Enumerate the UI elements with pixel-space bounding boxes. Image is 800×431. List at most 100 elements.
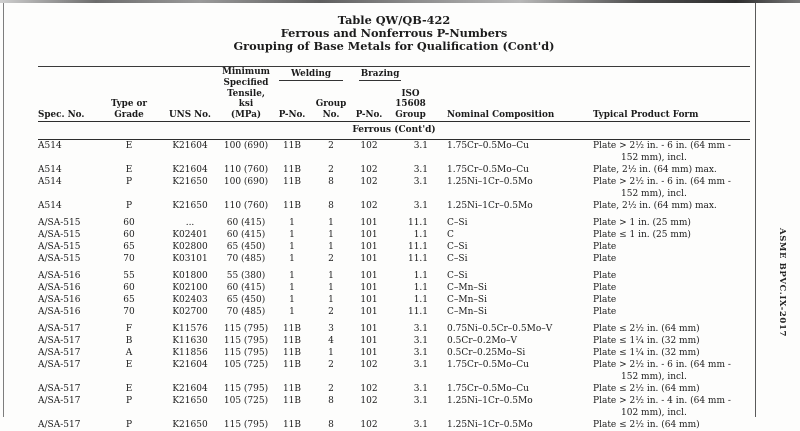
- header-typical-product-form: Typical Product Form: [593, 67, 751, 122]
- cell-welding-pno: 11B: [282, 335, 302, 346]
- cell-type-or-grade: 60: [123, 229, 135, 240]
- cell-uns-no: K21650: [172, 419, 208, 430]
- table-row: A/SA-515 70 K03101 70 (485) 1 2 101 11.1 C–Si Pla…: [38, 253, 750, 265]
- cell-min-tensile: 110 (760): [223, 200, 269, 211]
- cell-nominal-composition: 1.75Cr–0.5Mo–Cu: [447, 164, 529, 175]
- cell-welding-pno: 11B: [282, 176, 302, 187]
- cell-brazing-pno: 101: [360, 282, 378, 293]
- cell-uns-no: K02800: [172, 241, 208, 252]
- cell-spec-no: A/SA-517: [38, 383, 81, 394]
- cell-brazing-pno: 101: [360, 217, 378, 228]
- p-numbers-table: Spec. No. Type or Grade UNS No. Minimum …: [38, 66, 751, 431]
- cell-typical-product-form: Plate ≤ 2½ in. (64 mm): [593, 383, 700, 394]
- cell-typical-product-form: Plate > 1 in. (25 mm): [593, 217, 691, 228]
- cell-min-tensile: 115 (795): [223, 335, 269, 346]
- cell-welding-pno: 11B: [282, 164, 302, 175]
- cell-uns-no: K21604: [172, 359, 208, 370]
- cell-nominal-composition: C–Mn–Si: [447, 282, 487, 293]
- cell-iso-group: 3.1: [413, 200, 429, 211]
- cell-brazing-pno: 101: [360, 306, 378, 317]
- cell-welding-group-no: 1: [328, 270, 334, 281]
- cell-welding-group-no: 8: [328, 200, 334, 211]
- header-welding-label: Welding: [279, 69, 344, 81]
- cell-type-or-grade: 60: [123, 282, 135, 293]
- header-uns-no: UNS No.: [160, 67, 220, 122]
- cell-brazing-pno: 101: [360, 294, 378, 305]
- cell-welding-pno: 11B: [282, 347, 302, 358]
- cell-welding-pno: 11B: [282, 383, 302, 394]
- table-row: A/SA-517 P K21650 105 (725) 11B 8 102 3.1 1.25Ni…: [38, 395, 750, 419]
- cell-welding-group-no: 8: [328, 176, 334, 187]
- cell-type-or-grade: B: [125, 335, 133, 346]
- cell-brazing-pno: 102: [360, 200, 378, 211]
- cell-brazing-pno: 102: [360, 140, 378, 151]
- cell-welding-pno: 1: [289, 294, 295, 305]
- cell-uns-no: ...: [185, 217, 195, 228]
- header-welding-pno: P-No.: [272, 88, 312, 122]
- cell-welding-pno: 11B: [282, 419, 302, 430]
- cell-spec-no: A/SA-515: [38, 241, 81, 252]
- cell-typical-product-form: Plate: [593, 282, 617, 293]
- cell-spec-no: A/SA-516: [38, 294, 81, 305]
- cell-nominal-composition: 1.25Ni–1Cr–0.5Mo: [447, 419, 533, 430]
- cell-brazing-pno: 102: [360, 359, 378, 370]
- cell-uns-no: K21650: [172, 395, 208, 406]
- cell-typical-product-form: Plate ≤ 2½ in. (64 mm): [593, 323, 700, 334]
- cell-min-tensile: 110 (760): [223, 164, 269, 175]
- cell-welding-pno: 1: [289, 282, 295, 293]
- cell-min-tensile: 55 (380): [226, 270, 266, 281]
- cell-welding-group-no: 2: [328, 306, 334, 317]
- cell-type-or-grade: E: [125, 383, 133, 394]
- cell-min-tensile: 100 (690): [223, 176, 269, 187]
- header-min-tensile: Minimum Specified Tensile, ksi (MPa): [220, 67, 272, 122]
- cell-uns-no: K02700: [172, 306, 208, 317]
- cell-spec-no: A/SA-516: [38, 270, 81, 281]
- cell-type-or-grade: P: [125, 200, 133, 211]
- page-left-border: [3, 3, 4, 417]
- header-min-tensile-line2: Specified: [223, 77, 269, 88]
- cell-typical-product-form: Plate ≤ 1¼ in. (32 mm): [593, 347, 700, 358]
- cell-typical-product-form: Plate ≤ 1¼ in. (32 mm): [593, 335, 700, 346]
- cell-welding-group-no: 8: [328, 419, 334, 430]
- cell-nominal-composition: 1.75Cr–0.5Mo–Cu: [447, 140, 529, 151]
- cell-nominal-composition: 1.25Ni–1Cr–0.5Mo: [447, 176, 533, 187]
- cell-brazing-pno: 101: [360, 335, 378, 346]
- cell-min-tensile: 105 (725): [223, 359, 269, 370]
- cell-welding-pno: 1: [289, 270, 295, 281]
- table-row: A514 E K21604 100 (690) 11B 2 102 3.1 1.75Cr–0.5…: [38, 140, 750, 164]
- cell-brazing-pno: 102: [360, 419, 378, 430]
- cell-typical-product-form: Plate: [593, 270, 617, 281]
- cell-welding-pno: 1: [289, 217, 295, 228]
- cell-typical-product-form: Plate: [593, 306, 617, 317]
- cell-iso-group: 3.1: [413, 419, 429, 430]
- table-row: A/SA-515 60... 60 (415) 1 1 101 11.1 C–Si Plate …: [38, 212, 750, 229]
- cell-welding-group-no: 4: [328, 335, 334, 346]
- cell-spec-no: A/SA-515: [38, 253, 81, 264]
- header-spec-no: Spec. No.: [38, 67, 98, 122]
- cell-type-or-grade: 65: [123, 241, 135, 252]
- cell-iso-group: 1.1: [413, 294, 429, 305]
- cell-brazing-pno: 102: [360, 383, 378, 394]
- cell-typical-product-form: Plate: [593, 253, 617, 264]
- cell-iso-group: 3.1: [413, 164, 429, 175]
- cell-welding-group-no: 2: [328, 140, 334, 151]
- table-row: A/SA-517 B K11630 115 (795) 11B 4 101 3.1 0.5Cr–…: [38, 335, 750, 347]
- cell-nominal-composition: 1.25Ni–1Cr–0.5Mo: [447, 395, 533, 406]
- cell-nominal-composition: 1.75Cr–0.5Mo–Cu: [447, 383, 529, 394]
- table-row: A/SA-517 A K11856 115 (795) 11B 1 101 3.1 0.5Cr–…: [38, 347, 750, 359]
- cell-uns-no: K02100: [172, 282, 208, 293]
- cell-typical-product-form: Plate ≤ 2½ in. (64 mm): [593, 419, 700, 430]
- table-row: A514 E K21604 110 (760) 11B 2 102 3.1 1.75Cr–0.5…: [38, 164, 750, 176]
- cell-type-or-grade: 60: [123, 217, 135, 228]
- table-title-block: Table QW/QB-422 Ferrous and Nonferrous P…: [38, 14, 750, 53]
- cell-uns-no: K02403: [172, 294, 208, 305]
- cell-brazing-pno: 101: [360, 253, 378, 264]
- header-min-tensile-line3: Tensile, ksi: [227, 88, 265, 110]
- cell-nominal-composition: C–Si: [447, 253, 468, 264]
- section-row-ferrous: Ferrous (Cont'd): [38, 122, 751, 140]
- header-iso-group: ISO 15608 Group: [388, 67, 434, 122]
- cell-nominal-composition: 0.5Cr–0.2Mo–V: [447, 335, 517, 346]
- cell-welding-group-no: 2: [328, 359, 334, 370]
- cell-welding-group-no: 3: [328, 323, 334, 334]
- header-group-line1: Group: [315, 99, 347, 110]
